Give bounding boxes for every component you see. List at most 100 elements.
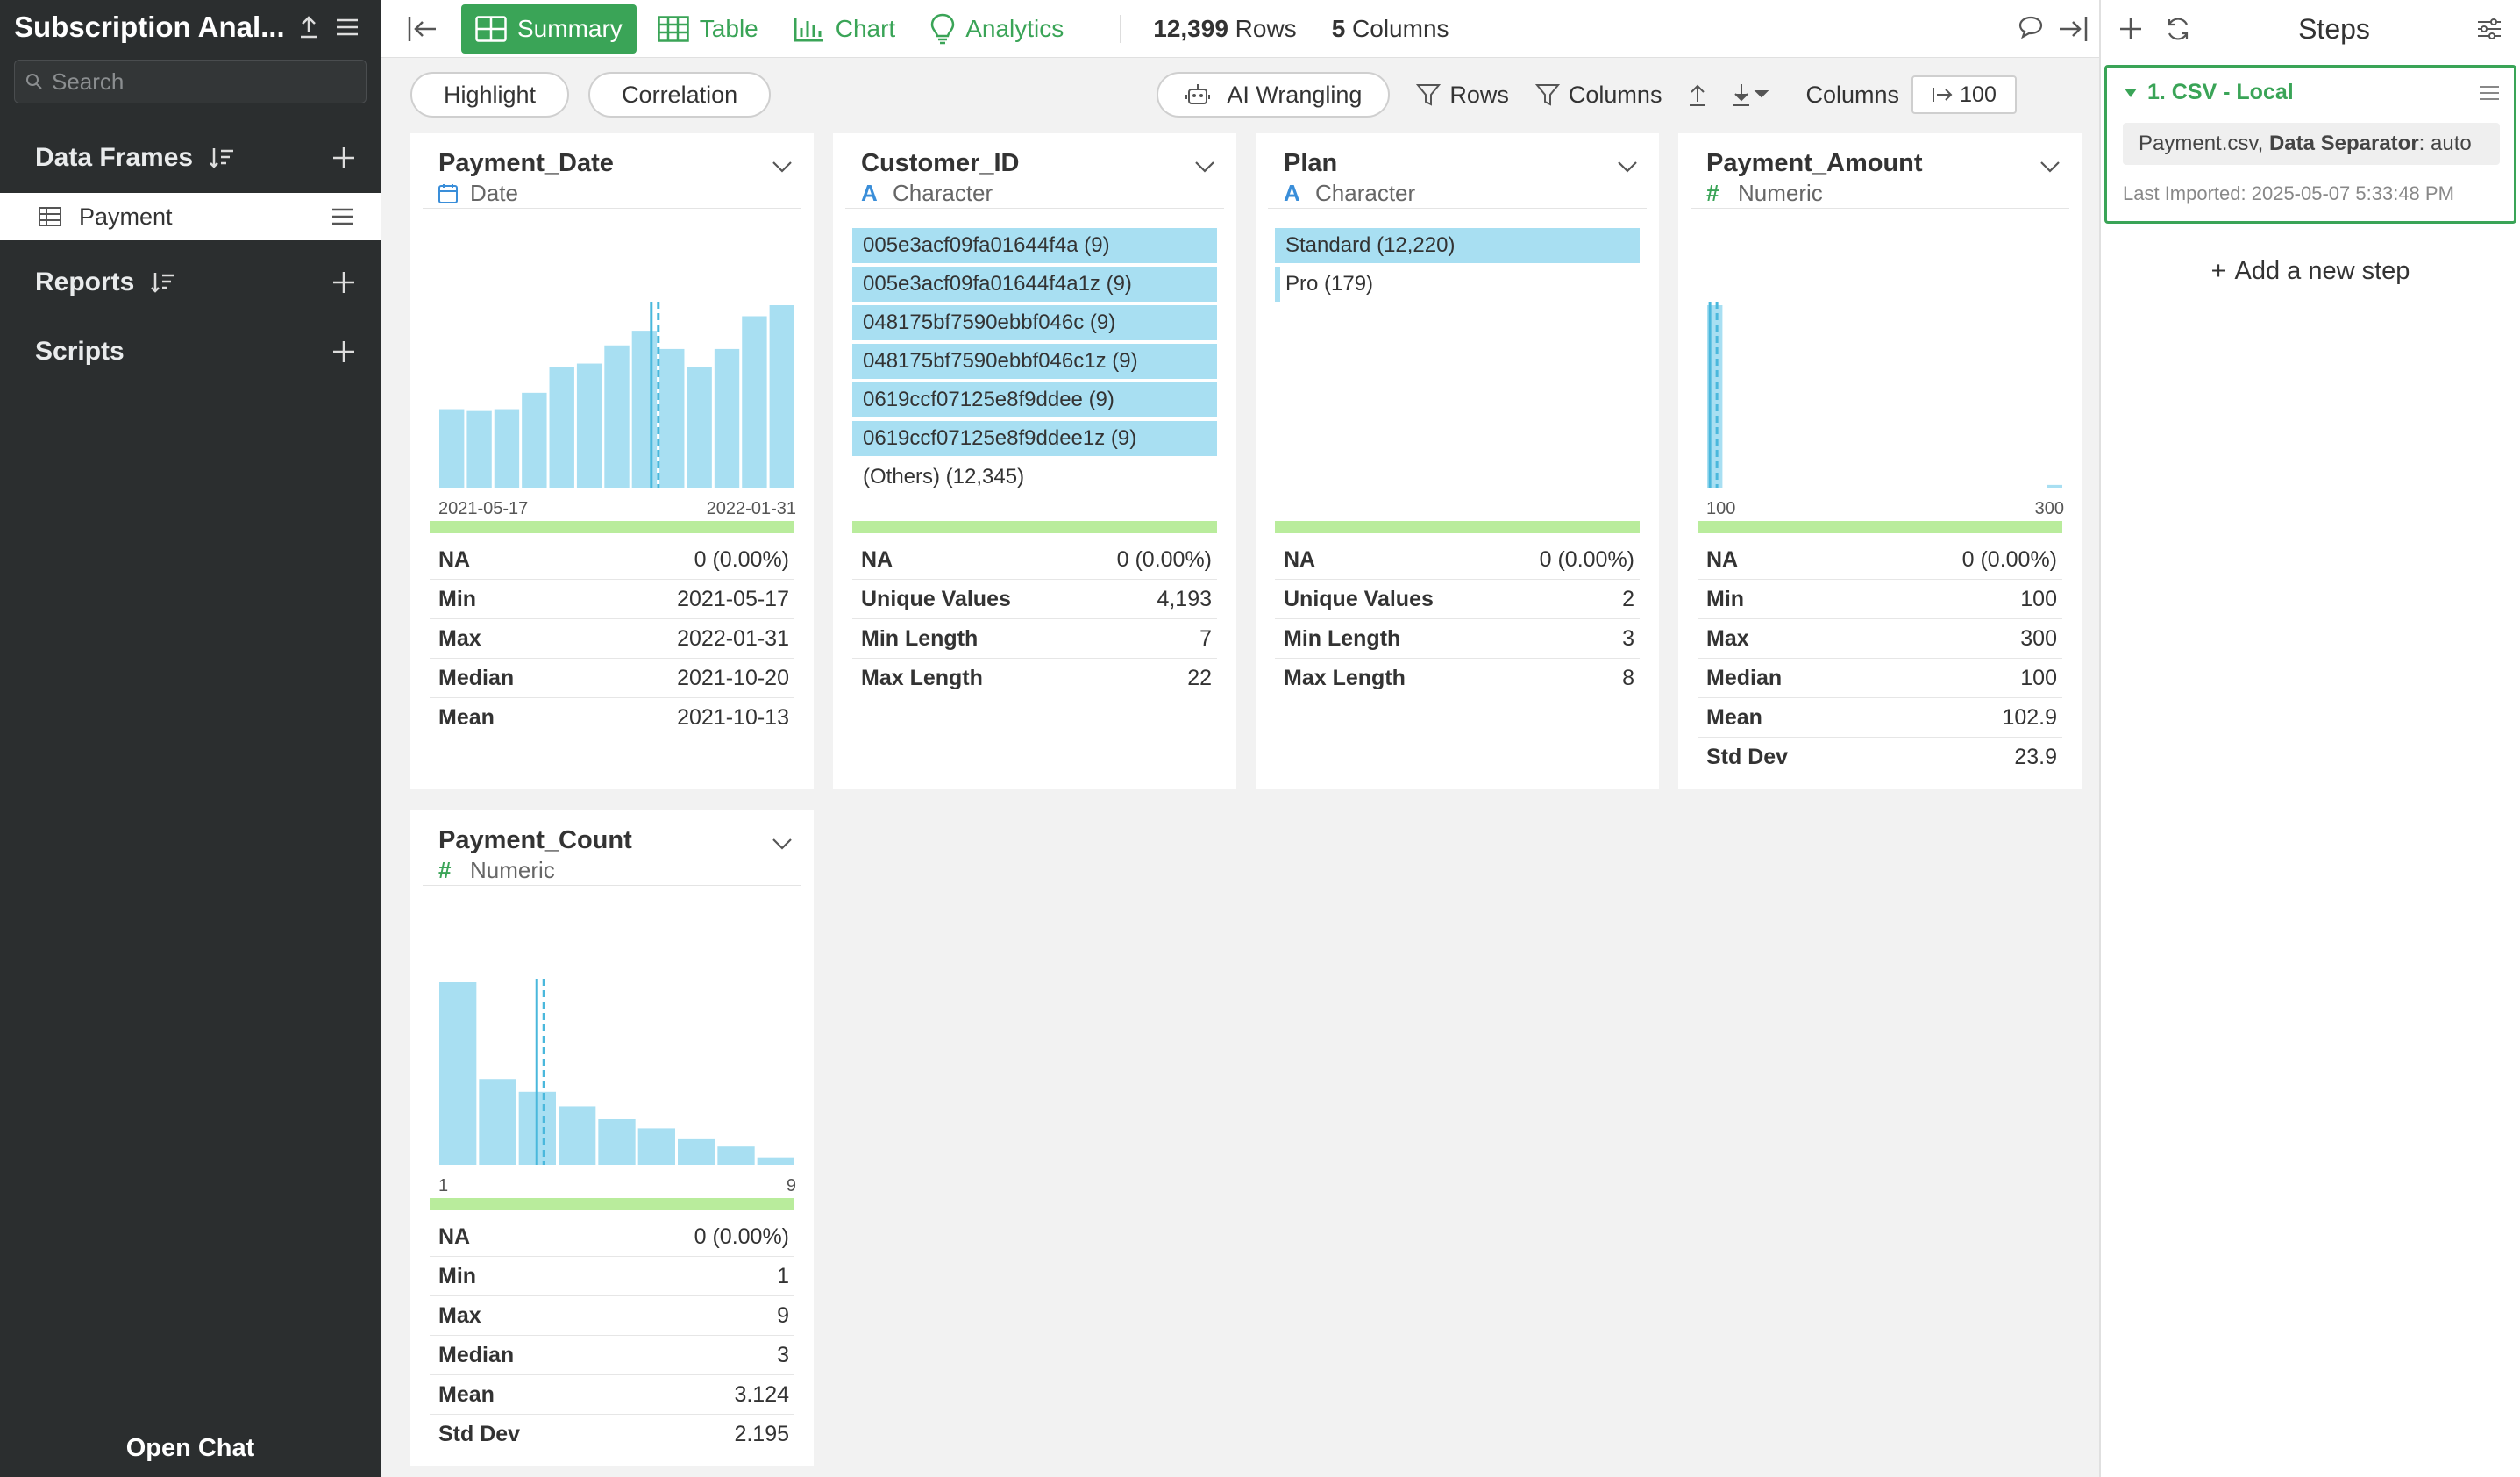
collapse-right-icon[interactable]	[2057, 15, 2089, 43]
category-label: 0619ccf07125e8f9ddee (9)	[863, 388, 1114, 411]
stat-value: 9	[777, 1302, 789, 1328]
steps-header: Steps	[2101, 0, 2520, 58]
histogram-bar[interactable]	[757, 1157, 794, 1165]
add-script-icon[interactable]	[331, 339, 356, 364]
category-row[interactable]: 048175bf7590ebbf046c (9)	[852, 305, 1217, 340]
histogram-bar[interactable]	[439, 982, 477, 1165]
histogram-bar[interactable]	[742, 316, 767, 488]
category-row[interactable]: 048175bf7590ebbf046c1z (9)	[852, 344, 1217, 379]
settings-sliders-icon[interactable]	[2476, 17, 2502, 41]
stat-value: 4,193	[1157, 586, 1212, 611]
sort-icon[interactable]	[209, 146, 235, 170]
menu-icon[interactable]	[328, 8, 367, 46]
highlight-button[interactable]: Highlight	[410, 72, 570, 118]
stat-value: 0 (0.00%)	[694, 1224, 789, 1249]
category-row[interactable]: (Others) (12,345)	[852, 460, 1217, 495]
histogram-bar[interactable]	[2047, 484, 2062, 488]
category-label: 048175bf7590ebbf046c (9)	[863, 310, 1116, 334]
histogram-bar[interactable]	[678, 1138, 715, 1165]
sort-desc-button[interactable]	[1732, 82, 1779, 107]
search-input[interactable]	[52, 68, 355, 96]
histogram-bar[interactable]	[659, 348, 685, 488]
category-row[interactable]: 0619ccf07125e8f9ddee (9)	[852, 382, 1217, 417]
add-report-icon[interactable]	[331, 270, 356, 295]
stat-name: Mean	[438, 705, 495, 730]
chevron-down-icon[interactable]	[772, 837, 793, 851]
histogram[interactable]: 2021-05-17 2022-01-31	[410, 209, 814, 521]
histogram-bar[interactable]	[522, 392, 547, 488]
grid-icon	[475, 15, 507, 42]
sort-icon[interactable]	[150, 270, 176, 295]
chevron-down-icon[interactable]	[772, 160, 793, 174]
step-menu-icon[interactable]	[2479, 84, 2500, 102]
stat-value: 3.124	[734, 1381, 789, 1407]
tab-chart[interactable]: Chart	[779, 4, 909, 54]
collapse-left-icon[interactable]	[407, 15, 438, 43]
column-type-label: Numeric	[470, 857, 555, 883]
refresh-icon[interactable]	[2164, 16, 2192, 42]
stat-row: NA 0 (0.00%)	[430, 540, 794, 580]
histogram-bar[interactable]	[576, 363, 602, 488]
rows-filter-button[interactable]: Rows	[1416, 82, 1509, 109]
step-card-csv[interactable]: 1. CSV - Local Payment.csv, Data Separat…	[2104, 65, 2516, 224]
histogram-bar[interactable]	[549, 367, 574, 488]
columns-count-input[interactable]: 100	[1911, 75, 2017, 114]
category-row[interactable]: 005e3acf09fa01644f4a1z (9)	[852, 267, 1217, 302]
histogram-bar[interactable]	[604, 345, 630, 488]
sidebar-search[interactable]	[14, 60, 367, 103]
category-bar	[852, 421, 1217, 456]
category-row[interactable]: Standard (12,220)	[1275, 228, 1640, 263]
category-row[interactable]: 0619ccf07125e8f9ddee1z (9)	[852, 421, 1217, 456]
sort-asc-button[interactable]	[1688, 82, 1716, 107]
histogram-bar[interactable]	[769, 305, 794, 488]
histogram-bar[interactable]	[494, 409, 520, 488]
comment-icon[interactable]	[2018, 16, 2043, 39]
open-chat-button[interactable]: Open Chat	[125, 1434, 255, 1462]
stat-row: Max 9	[430, 1296, 794, 1336]
tab-summary[interactable]: Summary	[461, 4, 637, 54]
scripts-section[interactable]: Scripts	[0, 318, 381, 386]
stat-row: Min 2021-05-17	[430, 580, 794, 619]
chevron-down-icon[interactable]	[1617, 160, 1638, 174]
histogram-bar[interactable]	[637, 1128, 675, 1165]
category-row[interactable]: Pro (179)	[1275, 267, 1640, 302]
steps-panel: Steps 1. CSV - Local Payment.csv, Data S…	[2099, 0, 2520, 1477]
histogram-bar[interactable]	[479, 1079, 516, 1165]
sidebar-item-payment[interactable]: Payment	[0, 193, 381, 240]
histogram-bar[interactable]	[687, 367, 712, 488]
histogram-bar[interactable]	[631, 331, 658, 488]
stat-name: Median	[438, 665, 515, 690]
histogram-bar[interactable]	[559, 1106, 596, 1165]
histogram-bar[interactable]	[717, 1146, 755, 1165]
tab-analytics[interactable]: Analytics	[916, 4, 1078, 54]
histogram-bar[interactable]	[439, 409, 465, 488]
stat-name: Max Length	[861, 666, 983, 690]
add-icon[interactable]	[2118, 17, 2143, 41]
category-row[interactable]: 005e3acf09fa01644f4a (9)	[852, 228, 1217, 263]
upload-icon[interactable]	[289, 8, 328, 46]
ai-wrangling-button[interactable]: AI Wrangling	[1157, 72, 1391, 118]
columns-filter-button[interactable]: Columns	[1534, 82, 1662, 109]
chevron-down-icon[interactable]	[2039, 160, 2061, 174]
add-data-frame-icon[interactable]	[331, 146, 356, 170]
data-frames-section[interactable]: Data Frames	[0, 123, 381, 193]
column-type: # Numeric	[1706, 180, 2052, 207]
chevron-down-icon[interactable]	[1194, 160, 1215, 174]
tab-table[interactable]: Table	[644, 4, 772, 54]
stat-row: Max 300	[1698, 619, 2062, 659]
add-step-button[interactable]: + Add a new step	[2101, 257, 2520, 286]
correlation-button[interactable]: Correlation	[588, 72, 772, 118]
histogram[interactable]: 100 300	[1678, 209, 2082, 521]
item-menu-icon[interactable]	[331, 207, 354, 226]
caret-down-icon[interactable]	[2123, 87, 2139, 99]
stat-value: 2021-10-20	[677, 665, 789, 690]
histogram-bar[interactable]	[466, 410, 492, 488]
stats-list: NA 0 (0.00%) Min 100 Max 300 Median 100 Mean 102.…	[1678, 533, 2082, 777]
reports-section[interactable]: Reports	[0, 247, 381, 318]
stat-row: NA 0 (0.00%)	[430, 1217, 794, 1257]
plus-icon: +	[2210, 257, 2226, 285]
histogram-bar[interactable]	[714, 348, 740, 488]
histogram-bar[interactable]	[598, 1119, 636, 1165]
